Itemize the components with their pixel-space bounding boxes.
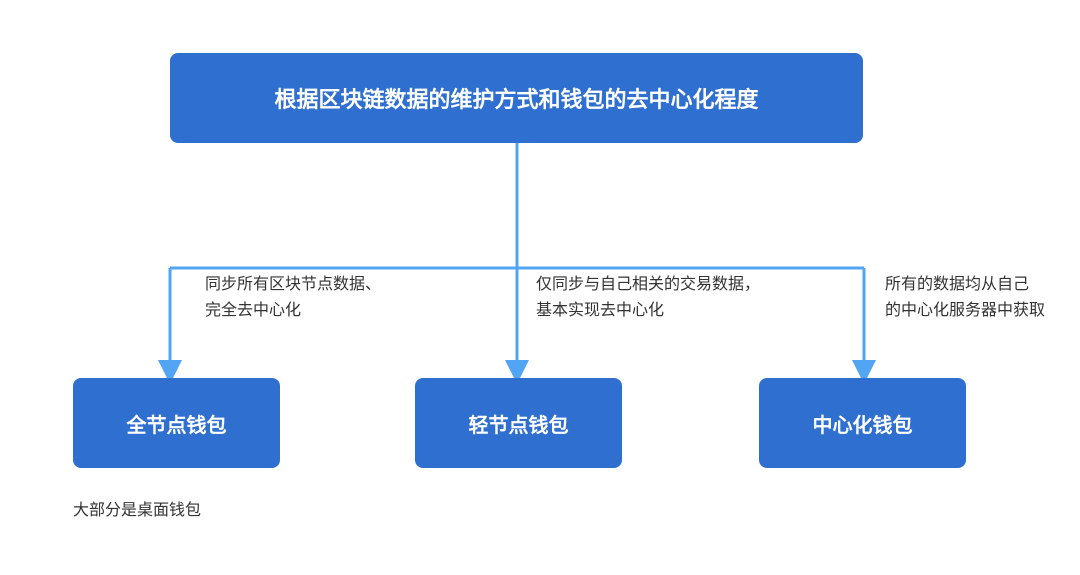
child-node-full-node: 全节点钱包 (73, 378, 280, 468)
root-node-label: 根据区块链数据的维护方式和钱包的去中心化程度 (274, 82, 758, 114)
child-desc-light-node: 仅同步与自己相关的交易数据， 基本实现去中心化 (536, 272, 760, 323)
child-desc-full-node: 同步所有区块节点数据、 完全去中心化 (205, 272, 381, 323)
child-node-light-node: 轻节点钱包 (415, 378, 622, 468)
child-desc-centralized: 所有的数据均从自己 的中心化服务器中获取 (885, 272, 1045, 323)
root-node: 根据区块链数据的维护方式和钱包的去中心化程度 (170, 53, 863, 143)
connector-group (170, 143, 864, 372)
child-node-label: 轻节点钱包 (469, 409, 569, 438)
diagram-canvas: 根据区块链数据的维护方式和钱包的去中心化程度 同步所有区块节点数据、 完全去中心… (0, 0, 1080, 575)
child-node-label: 全节点钱包 (127, 409, 227, 438)
child-footnote-full-node: 大部分是桌面钱包 (73, 496, 201, 520)
child-node-centralized: 中心化钱包 (759, 378, 966, 468)
child-node-label: 中心化钱包 (813, 409, 913, 438)
